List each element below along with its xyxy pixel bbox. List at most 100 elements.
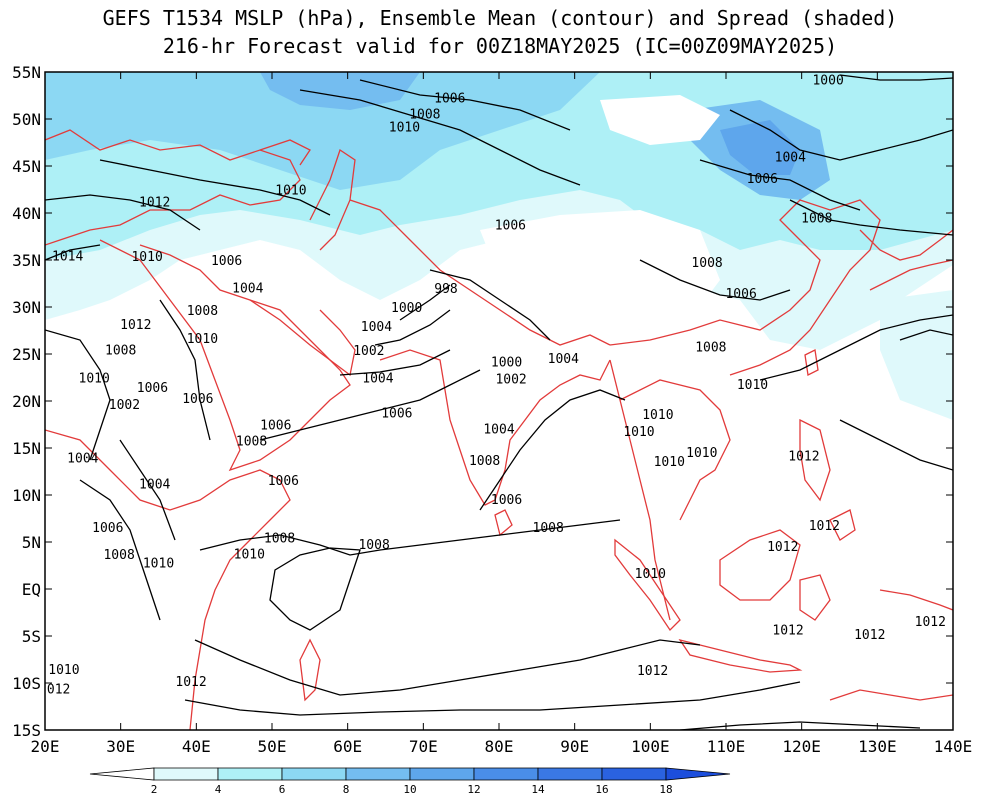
contour-label: 1006: [381, 406, 412, 421]
lat-label: 5S: [22, 627, 41, 646]
spread-band-high: [45, 72, 600, 190]
lat-label: EQ: [22, 580, 41, 599]
coast-java: [678, 638, 803, 673]
longitude-labels: 20E 30E 40E 50E 60E 70E 80E 90E 100E 110E 120E 130E…: [31, 737, 973, 756]
contour-label: 1012: [788, 450, 819, 465]
isobars: [45, 74, 953, 730]
contour-label: 1012: [175, 675, 206, 690]
contour-label: 1010: [642, 408, 673, 423]
isobar-1010-north: [99, 159, 331, 216]
contour-label: 1012: [772, 623, 803, 638]
contour-label: 1008: [105, 343, 136, 358]
lat-label: 5N: [22, 533, 41, 552]
colorbar-label: 4: [215, 783, 222, 796]
lat-label: 10S: [12, 674, 41, 693]
coast-korea-japan: [859, 229, 953, 291]
isobar-1002-india: [374, 309, 451, 346]
colorbar-segment: [665, 767, 731, 781]
contour-label: 1006: [182, 392, 213, 407]
contour-label: 012: [47, 683, 70, 698]
contour-label: 1012: [120, 318, 151, 333]
colorbar-label: 16: [595, 783, 608, 796]
contour-label: 1008: [533, 521, 564, 536]
lon-label: 140E: [934, 737, 973, 756]
spread-west-pacific: [880, 290, 953, 420]
coast-sulawesi: [799, 574, 831, 621]
coast-indochina: [609, 359, 731, 621]
lon-label: 80E: [485, 737, 514, 756]
lat-label: 50N: [12, 110, 41, 129]
isobar-1006-india: [259, 369, 481, 441]
contour-label: 1008: [264, 531, 295, 546]
colorbar-label: 14: [531, 783, 545, 796]
latitude-labels: 55N 50N 45N 40N 35N 30N 25N 20N 15N 10N 5N EQ 5S 10S 1…: [12, 63, 41, 740]
contour-label: 1008: [236, 434, 267, 449]
contour-label: 1008: [695, 340, 726, 355]
isobar-1006-north: [359, 79, 571, 131]
contour-label: 1006: [747, 172, 778, 187]
isobar-africa-a: [45, 329, 111, 461]
contour-label: 1002: [353, 344, 384, 359]
coast-india: [379, 349, 611, 506]
contour-label: 1010: [654, 455, 685, 470]
contour-label: 1012: [767, 540, 798, 555]
lat-label: 15N: [12, 439, 41, 458]
isobar-1008-north: [299, 89, 581, 186]
contour-label: 1010: [131, 250, 162, 265]
contour-label: 1004: [232, 281, 263, 296]
contour-label: 1004: [775, 151, 806, 166]
colorbar-segment: [217, 767, 283, 781]
coast-persian-gulf: [249, 299, 356, 377]
lon-label: 60E: [333, 737, 362, 756]
lat-label: 35N: [12, 251, 41, 270]
coast-mediterranean: [45, 129, 301, 246]
contour-label: 1004: [361, 320, 392, 335]
contour-label: 1008: [358, 538, 389, 553]
coast-philippines: [799, 418, 856, 541]
lat-label: 40N: [12, 204, 41, 223]
contour-label: 1000: [491, 356, 522, 371]
colorbar-label: 6: [279, 783, 286, 796]
isobar-1010-io: [194, 639, 701, 696]
lon-label: 40E: [182, 737, 211, 756]
axis-ticks: [44, 71, 954, 731]
lon-label: 110E: [707, 737, 746, 756]
spread-shading: [45, 72, 953, 730]
contour-label: 1004: [139, 478, 170, 493]
contour-label: 1006: [434, 91, 465, 106]
colorbar-segment: [409, 767, 475, 781]
colorbar-segment: [601, 767, 667, 781]
isobar-1008-loop: [269, 547, 361, 631]
contour-label: 998: [434, 282, 457, 297]
colorbar-segment: [89, 767, 155, 781]
spread-band-east-core: [720, 120, 800, 175]
lat-label: 45N: [12, 157, 41, 176]
lat-label: 55N: [12, 63, 41, 82]
contour-label: 1008: [469, 454, 500, 469]
coast-madagascar: [299, 638, 321, 702]
isobar-1012-pacific: [839, 419, 953, 471]
lon-label: 50E: [258, 737, 287, 756]
contour-label: 1004: [483, 422, 514, 437]
lon-label: 90E: [560, 737, 589, 756]
contour-label: 1010: [623, 425, 654, 440]
contour-label: 1006: [491, 493, 522, 508]
contour-label: 1004: [67, 451, 98, 466]
lon-label: 70E: [409, 737, 438, 756]
colorbar-label: 18: [659, 783, 672, 796]
contour-label: 1010: [275, 184, 306, 199]
lon-label: 130E: [858, 737, 897, 756]
colorbar-segment: [537, 767, 603, 781]
contour-label: 1010: [686, 446, 717, 461]
coast-africa-east: [45, 429, 291, 730]
contour-label: 1006: [137, 381, 168, 396]
contour-label: 1006: [211, 254, 242, 269]
coast-srilanka: [494, 509, 513, 537]
lat-label: 30N: [12, 298, 41, 317]
spread-white-tibet: [480, 210, 720, 330]
lat-label: 20N: [12, 392, 41, 411]
lon-label: 20E: [31, 737, 60, 756]
contour-label: 1006: [268, 474, 299, 489]
isobar-1008-io: [199, 519, 621, 556]
